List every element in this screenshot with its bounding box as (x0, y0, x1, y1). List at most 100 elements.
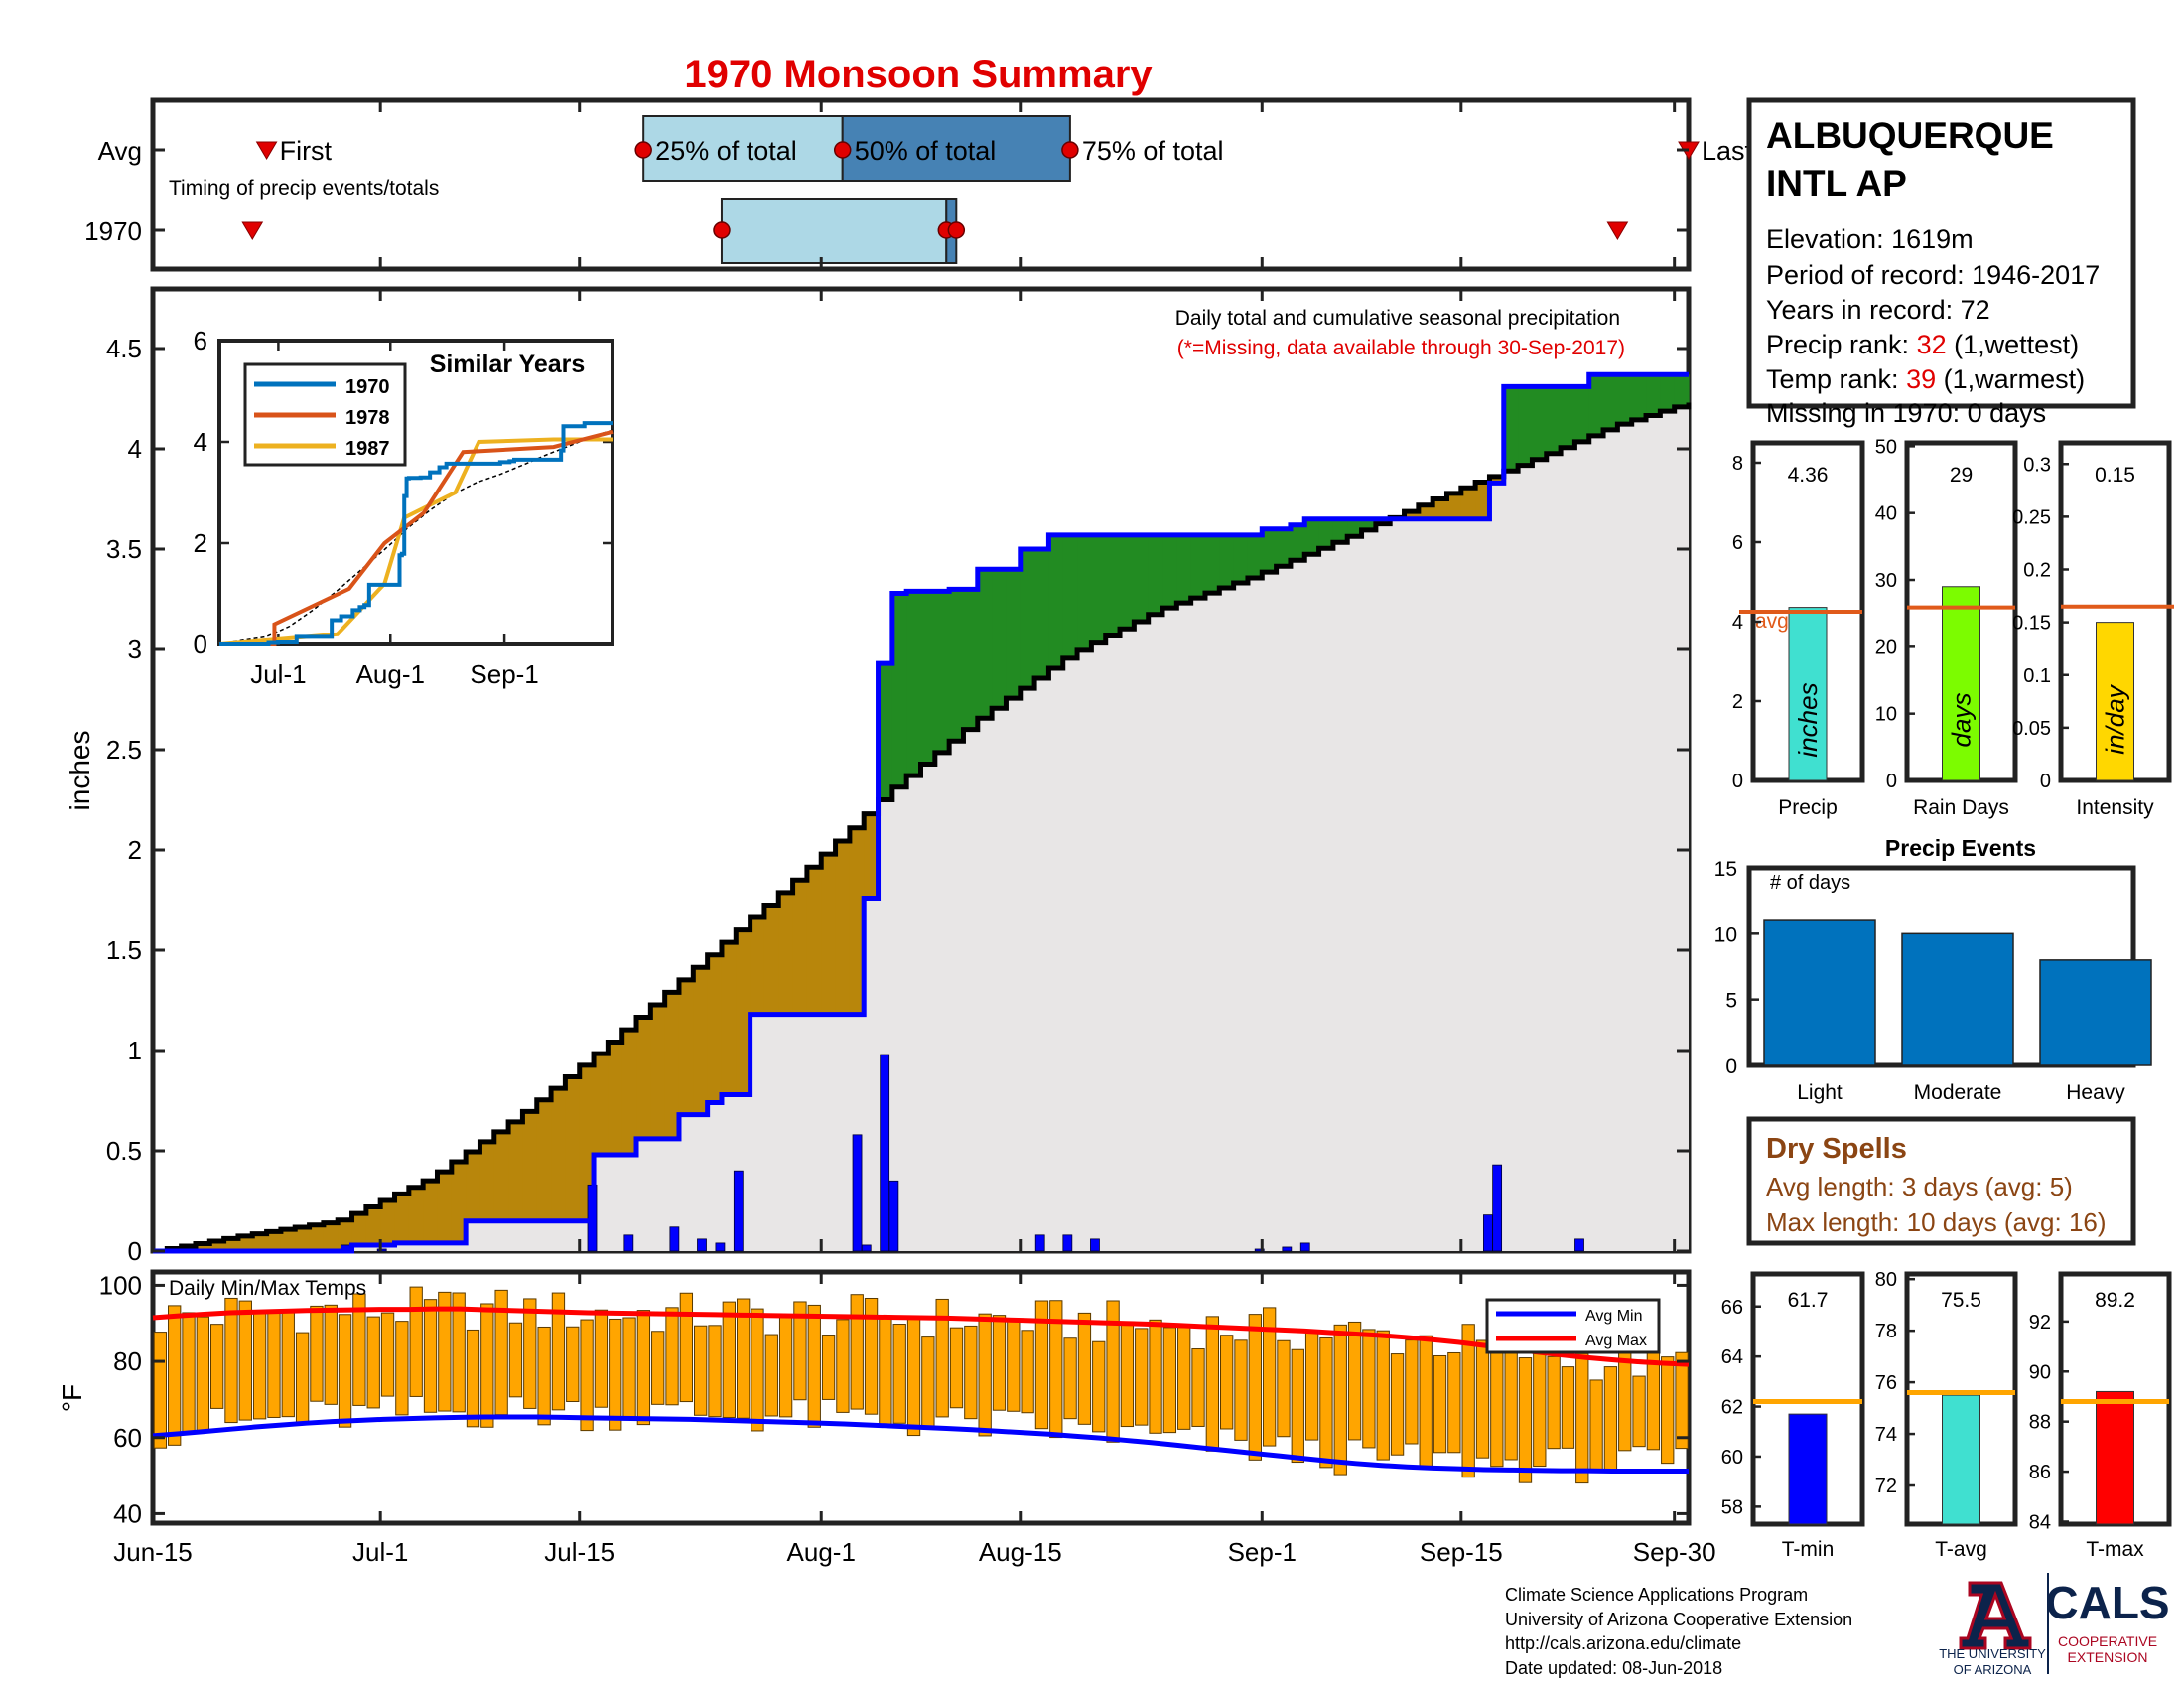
surplus-fill (1574, 386, 1590, 442)
daily-temp-bar (1135, 1328, 1149, 1426)
daily-temp-bar (1390, 1353, 1405, 1456)
year-p25-marker (713, 221, 731, 239)
daily-temp-bar (267, 1310, 281, 1418)
main-ytick-label: 1.5 (106, 935, 142, 965)
avg-p50-marker (833, 141, 852, 159)
daily-temp-bar (1490, 1339, 1504, 1468)
mini-ytick-label: 40 (1875, 503, 1897, 525)
daily-precip-bar (888, 1180, 899, 1252)
daily-temp-bar (836, 1319, 850, 1413)
surplus-fill (977, 569, 993, 719)
surplus-fill (934, 591, 950, 753)
daily-temp-bar (1632, 1375, 1646, 1448)
daily-temp-bar (1049, 1300, 1063, 1439)
temp-panel-ytick-label: 64 (1721, 1346, 1743, 1368)
daily-temp-bar (609, 1318, 622, 1431)
dry-spells-box: Dry Spells Avg length: 3 days (avg: 5) M… (1746, 1116, 2136, 1246)
timing-panel: First Last 25% of total 50% of total 75% of … (84, 97, 1753, 272)
events-ytick-label: 5 (1725, 990, 1737, 1013)
surplus-fill (1588, 374, 1604, 436)
temp-panel-ytick-label: 88 (2029, 1412, 2051, 1434)
station-info: ALBUQUERQUE INTL AP Elevation: 1619m Per… (1746, 97, 2136, 409)
main-ytick-label: 3.5 (106, 534, 142, 564)
deficit-fill (864, 813, 880, 899)
surplus-fill (1176, 534, 1192, 604)
daily-temp-bar (1304, 1330, 1319, 1441)
mini-ytick-label: 0.3 (2023, 454, 2051, 476)
cumulative-1970-line (153, 371, 1689, 1254)
date-tick-label: Jul-15 (544, 1537, 614, 1567)
daily-precip-bar (1492, 1164, 1503, 1252)
mini-bar-xlabel: Rain Days (1913, 796, 2009, 819)
temp-bar-value-label: 61.7 (1788, 1289, 1829, 1312)
temp-chart: 40 60 80 100 Daily Min/Max Temps °F Avg Min… (57, 1269, 1692, 1528)
surplus-fill (1162, 534, 1177, 609)
daily-temp-bar (821, 1335, 836, 1400)
daily-temp-bar (1077, 1312, 1092, 1425)
daily-temp-bar (935, 1298, 949, 1418)
deficit-fill (1446, 492, 1462, 519)
surplus-fill (891, 593, 907, 787)
daily-temp-bar (1291, 1348, 1304, 1464)
main-ytick-label: 1 (128, 1036, 142, 1065)
mini-ytick-label: 4 (1732, 612, 1743, 633)
daily-temp-bar (1575, 1352, 1589, 1484)
year-last-marker (1606, 221, 1629, 240)
mini-ytick-label: 10 (1875, 704, 1897, 726)
surplus-fill (1603, 374, 1618, 430)
surplus-fill (1048, 534, 1064, 668)
main-missing-note: (*=Missing, data available through 30-Se… (1177, 337, 1625, 359)
precip-rank-note: (1,wettest) (1947, 330, 2080, 359)
legend-label-avg-max: Avg Max (1585, 1333, 1647, 1349)
inset-ytick-label: 6 (194, 326, 207, 355)
temp-panel-ytick-label: 90 (2029, 1361, 2051, 1383)
temp-bar-value-label: 89.2 (2095, 1289, 2135, 1312)
surplus-fill (1304, 518, 1320, 555)
avg-min-line (152, 1414, 1689, 1474)
daily-temp-bar (1120, 1321, 1135, 1428)
cals-sub1: COOPERATIVE (2058, 1633, 2157, 1649)
daily-temp-bar (324, 1304, 338, 1405)
surplus-fill (1120, 534, 1135, 630)
surplus-fill (1105, 534, 1121, 636)
daily-temp-bar (1092, 1340, 1106, 1433)
daily-temp-bar (1419, 1335, 1433, 1470)
daily-temp-bar (281, 1309, 295, 1418)
daily-temp-bar (1063, 1337, 1077, 1420)
surplus-fill (920, 591, 936, 765)
mini-bar-value (2096, 622, 2134, 781)
surplus-fill (1247, 534, 1263, 578)
surplus-fill (1347, 518, 1363, 537)
daily-precip-bar (1574, 1238, 1584, 1252)
surplus-fill (992, 569, 1008, 709)
mini-ytick-label: 0 (1886, 771, 1897, 792)
daily-precip-bar (1282, 1246, 1293, 1252)
surplus-fill (1034, 549, 1050, 679)
daily-temp-bar (964, 1325, 978, 1420)
temp-bar-xlabel: T-min (1782, 1538, 1835, 1561)
deficit-fill (551, 1088, 566, 1221)
daily-temp-bar (778, 1315, 793, 1418)
temp-rank-label: Temp rank: (1766, 364, 1906, 394)
daily-temp-bar (1362, 1329, 1376, 1449)
deficit-fill (365, 1206, 381, 1245)
date-tick-label: Jul-1 (352, 1537, 408, 1567)
daily-temp-bar (1007, 1319, 1021, 1412)
deficit-fill (778, 892, 794, 1015)
temp-bar-xlabel: T-max (2086, 1538, 2144, 1561)
daily-precip-bar (880, 1054, 890, 1252)
daily-precip-bar (733, 1170, 744, 1252)
precip-rank-label: Precip rank: (1766, 330, 1917, 359)
deficit-fill (608, 1042, 623, 1156)
surplus-fill (1532, 386, 1548, 460)
date-tick-label: Aug-15 (979, 1537, 1062, 1567)
inset-xtick-label: Aug-1 (356, 659, 425, 689)
mini-bar-unit-label: in/day (2101, 683, 2130, 754)
surplus-fill (1204, 534, 1220, 594)
daily-temp-bar (1205, 1316, 1220, 1452)
deficit-fill (763, 905, 779, 1015)
dry-spells-max-length: Max length: 10 days (avg: 16) (1766, 1207, 2107, 1237)
similar-years-title: Similar Years (430, 351, 586, 378)
main-subtitle: Daily total and cumulative seasonal prec… (1175, 307, 1620, 330)
daily-temp-bar (708, 1325, 722, 1418)
